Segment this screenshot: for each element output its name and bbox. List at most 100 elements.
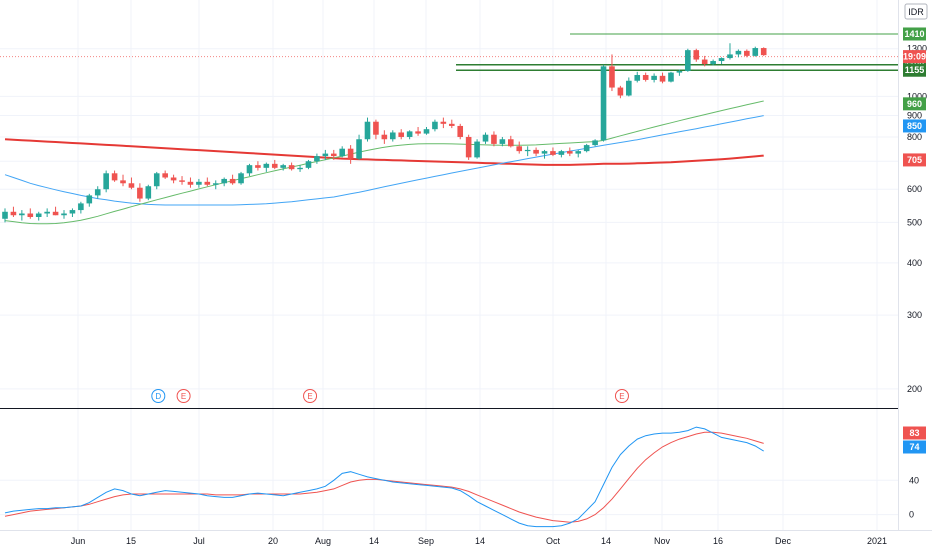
badge-bg bbox=[903, 153, 926, 167]
price-badge: 19:09 bbox=[903, 50, 926, 64]
candle-body bbox=[465, 136, 472, 158]
candle-body bbox=[280, 165, 286, 168]
badge-text: 705 bbox=[907, 155, 922, 165]
candle-body bbox=[111, 173, 118, 181]
badge-bg bbox=[903, 97, 926, 111]
candle-body bbox=[145, 186, 152, 199]
oscillator-pane bbox=[0, 426, 898, 528]
candle-body bbox=[162, 173, 168, 178]
time-tick-label: 14 bbox=[475, 536, 485, 546]
candle-body bbox=[508, 139, 514, 147]
osc-badge-blue: 74 bbox=[903, 440, 926, 454]
time-tick-label: Aug bbox=[315, 536, 331, 546]
time-tick-label: Sep bbox=[418, 536, 434, 546]
price-tick-label: 1000 bbox=[907, 91, 927, 101]
time-tick-label: 2021 bbox=[867, 536, 887, 546]
candle-body bbox=[10, 211, 17, 216]
currency-label[interactable]: IDR bbox=[904, 3, 928, 20]
candle-body bbox=[322, 153, 329, 157]
candle-body bbox=[491, 134, 497, 144]
badge-text: 74 bbox=[909, 442, 919, 452]
candle-body bbox=[35, 213, 42, 217]
time-tick-label: 16 bbox=[713, 536, 723, 546]
candle-body bbox=[398, 132, 405, 137]
badge-bg bbox=[903, 63, 926, 77]
price-tick-label: 300 bbox=[907, 310, 922, 320]
event-letter: E bbox=[619, 392, 624, 401]
candle-body bbox=[617, 87, 624, 96]
candle-body bbox=[373, 121, 379, 135]
event-marker[interactable]: E bbox=[614, 389, 629, 403]
candle-body bbox=[339, 148, 345, 157]
price-badge: 705 bbox=[903, 153, 926, 167]
time-tick-label: Jul bbox=[193, 536, 205, 546]
event-marker[interactable]: E bbox=[176, 389, 191, 403]
sma-blue-line bbox=[4, 115, 764, 206]
candle-body bbox=[440, 121, 447, 124]
candle-body bbox=[263, 163, 270, 168]
candle-body bbox=[659, 75, 666, 82]
candle-body bbox=[246, 165, 253, 174]
price-axis: 2003004005006007008009001000130014101190… bbox=[898, 0, 927, 530]
candle-body bbox=[196, 181, 202, 185]
event-letter: D bbox=[155, 392, 161, 401]
event-marker[interactable]: D bbox=[151, 389, 166, 403]
price-badge: 960 bbox=[903, 97, 926, 111]
candle-body bbox=[685, 50, 691, 72]
candle-body bbox=[642, 75, 649, 80]
badge-bg bbox=[903, 426, 926, 440]
candle-body bbox=[533, 149, 539, 154]
candle-body bbox=[550, 151, 556, 155]
time-tick-label: 15 bbox=[126, 536, 136, 546]
candle-body bbox=[735, 50, 742, 55]
badge-text: 850 bbox=[907, 121, 922, 131]
candle-body bbox=[212, 183, 219, 185]
event-circle bbox=[176, 389, 191, 403]
candle-body bbox=[179, 180, 185, 182]
candle-body bbox=[575, 151, 582, 154]
candle-body bbox=[170, 177, 177, 181]
candle-body bbox=[314, 156, 320, 162]
time-tick-label: 14 bbox=[601, 536, 611, 546]
candle-body bbox=[305, 161, 312, 168]
badge-text: 960 bbox=[907, 99, 922, 109]
candle-body bbox=[609, 66, 615, 88]
candle-body bbox=[701, 59, 708, 65]
support-resistance-lines bbox=[0, 33, 898, 71]
price-tick-label: 600 bbox=[907, 184, 922, 194]
price-badge-1155: 1155 bbox=[903, 63, 926, 77]
candle-body bbox=[137, 187, 143, 199]
candle-body bbox=[19, 213, 25, 216]
osc-tick-label: 40 bbox=[909, 475, 919, 485]
candle-body bbox=[128, 183, 135, 188]
osc-badge-red: 83 bbox=[903, 426, 926, 440]
candle-body bbox=[288, 165, 295, 170]
candle-body bbox=[229, 178, 236, 184]
candle-body bbox=[626, 80, 632, 96]
candle-body bbox=[744, 50, 750, 56]
osc-tick-label: 0 bbox=[909, 510, 914, 520]
event-circle bbox=[303, 389, 318, 403]
sma-lines bbox=[4, 100, 764, 225]
candle-body bbox=[364, 121, 371, 140]
candle-body bbox=[558, 151, 565, 155]
price-badge: 850 bbox=[903, 119, 926, 133]
candle-body bbox=[103, 173, 109, 190]
candle-body bbox=[432, 121, 438, 130]
candle-body bbox=[752, 48, 759, 56]
candle-body bbox=[44, 211, 50, 214]
candle-body bbox=[516, 146, 523, 152]
candle-body bbox=[676, 71, 683, 73]
sma-red-line bbox=[4, 138, 764, 166]
candles bbox=[2, 43, 767, 223]
event-marker[interactable]: E bbox=[303, 389, 318, 403]
candle-body bbox=[567, 151, 573, 154]
candle-body bbox=[356, 139, 362, 159]
badge-text: 1410 bbox=[904, 29, 924, 39]
candle-body bbox=[718, 58, 725, 62]
candle-body bbox=[415, 131, 421, 134]
price-tick-label: 800 bbox=[907, 132, 922, 142]
candle-body bbox=[78, 203, 84, 211]
